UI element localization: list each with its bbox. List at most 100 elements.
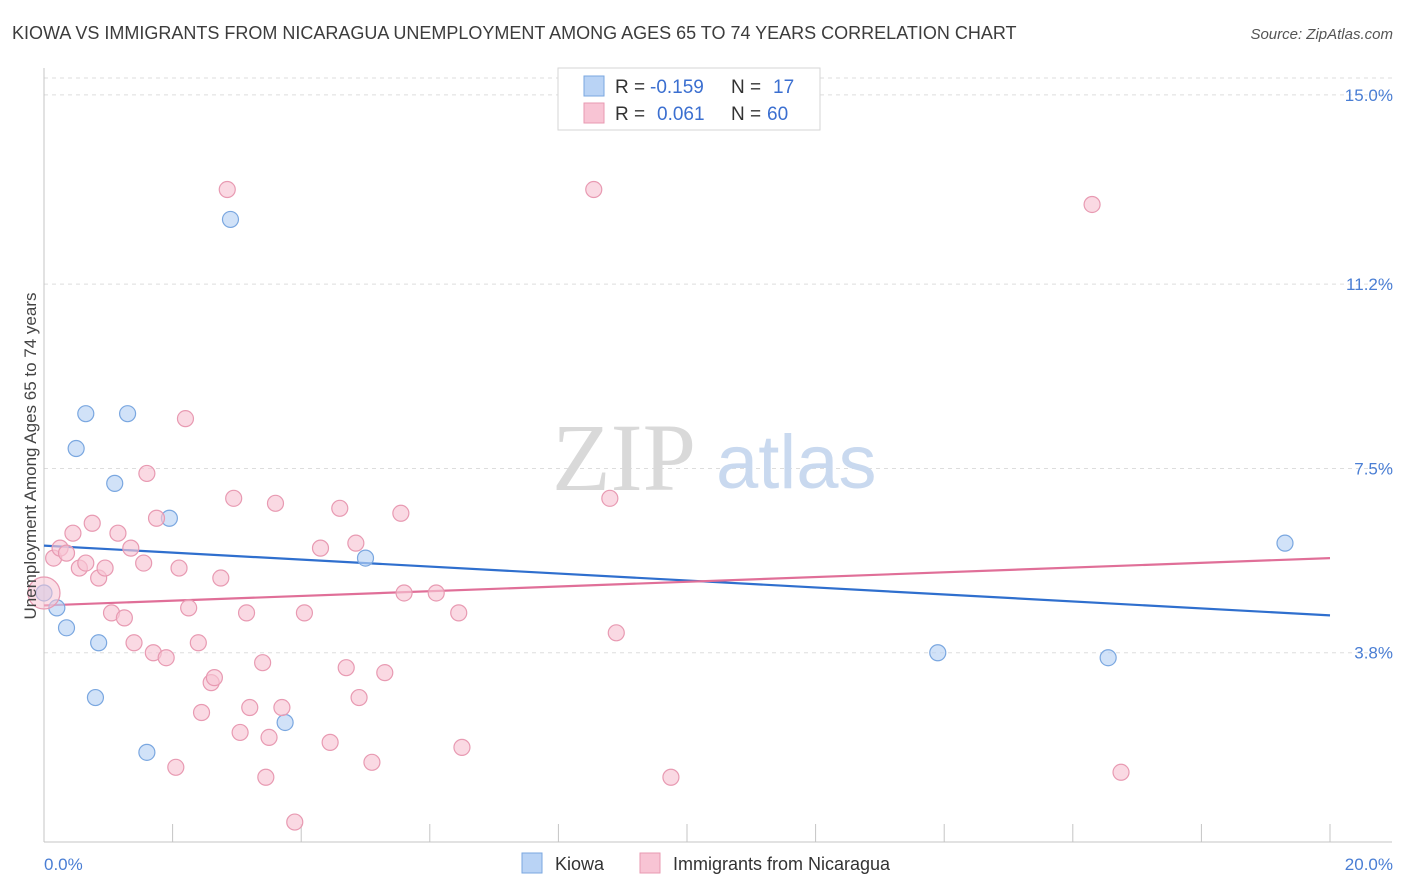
nicaragua-point: [122, 539, 140, 557]
legend-kiowa-swatch: [521, 852, 543, 874]
nicaragua-point: [189, 634, 207, 652]
kiowa-r-value: -0.159: [650, 77, 704, 98]
nicaragua-n-value: 60: [767, 104, 788, 125]
nicaragua-point: [212, 569, 230, 587]
nicaragua-point: [135, 554, 153, 572]
nicaragua-point: [295, 604, 314, 622]
kiowa-n-label: N =: [731, 77, 761, 98]
kiowa-point: [90, 634, 108, 652]
nicaragua-point: [1083, 195, 1101, 214]
kiowa-n-value: 17: [773, 77, 794, 98]
nicaragua-r-label: R =: [615, 104, 645, 125]
nicaragua-point: [83, 514, 101, 532]
kiowa-point: [67, 439, 85, 458]
stats-legend: R = -0.159 N = 17 R = 0.061 N = 60: [557, 67, 821, 131]
nicaragua-point: [254, 654, 272, 672]
kiowa-trend-line: [43, 544, 1331, 617]
nicaragua-point: [585, 180, 603, 199]
y-tick-label: 3.8%: [1354, 644, 1393, 663]
nicaragua-point: [125, 634, 143, 652]
nicaragua-point: [109, 524, 127, 542]
nicaragua-point: [77, 554, 95, 572]
nicaragua-r-value: 0.061: [657, 104, 705, 125]
scatter-points: [27, 180, 1294, 831]
nicaragua-point: [450, 604, 468, 622]
nicaragua-point: [395, 584, 413, 602]
watermark-zip: ZIP: [552, 404, 696, 511]
legend-nicaragua-swatch: [639, 852, 661, 874]
kiowa-point: [276, 713, 294, 732]
nicaragua-point: [147, 509, 166, 527]
nicaragua-point: [286, 813, 304, 831]
kiowa-point: [138, 743, 156, 761]
nicaragua-n-label: N =: [731, 104, 761, 125]
watermark: ZIP atlas: [552, 404, 877, 511]
nicaragua-point: [1112, 763, 1130, 781]
nicaragua-point: [167, 758, 185, 776]
nicaragua-point: [453, 738, 471, 756]
bottom-legend: Kiowa Immigrants from Nicaragua: [521, 852, 891, 874]
watermark-atlas: atlas: [716, 420, 877, 505]
nicaragua-point: [27, 576, 61, 610]
nicaragua-point: [96, 559, 114, 577]
nicaragua-point: [311, 539, 330, 557]
kiowa-point: [77, 405, 95, 423]
kiowa-swatch: [583, 75, 605, 97]
x-tick-label: 20.0%: [1345, 855, 1393, 874]
nicaragua-point: [273, 698, 291, 717]
y-tick-label: 11.2%: [1346, 275, 1393, 294]
nicaragua-point: [157, 649, 175, 667]
nicaragua-point: [260, 728, 278, 747]
nicaragua-point: [337, 659, 355, 677]
kiowa-point: [356, 549, 375, 567]
kiowa-point: [221, 210, 240, 229]
nicaragua-point: [241, 698, 259, 717]
y-tick-label: 7.5%: [1354, 459, 1393, 478]
nicaragua-point: [392, 504, 410, 522]
tick-labels: 3.8% 7.5% 11.2% 15.0% 0.0% 20.0%: [44, 86, 1393, 874]
nicaragua-point: [205, 669, 223, 687]
nicaragua-trend-line: [43, 557, 1331, 607]
trend-lines: [43, 544, 1331, 617]
y-tick-label: 15.0%: [1345, 86, 1393, 105]
nicaragua-point: [363, 753, 381, 771]
kiowa-point: [57, 619, 76, 637]
nicaragua-point: [331, 499, 349, 517]
nicaragua-point: [257, 768, 275, 786]
nicaragua-point: [225, 489, 243, 507]
nicaragua-point: [115, 609, 133, 627]
kiowa-point: [106, 474, 124, 492]
legend-nicaragua-label: Immigrants from Nicaragua: [673, 854, 891, 874]
nicaragua-point: [266, 494, 285, 512]
chart-title: KIOWA VS IMMIGRANTS FROM NICARAGUA UNEMP…: [12, 23, 1017, 43]
nicaragua-point: [607, 624, 625, 642]
nicaragua-point: [321, 733, 339, 751]
x-tick-label: 0.0%: [44, 855, 83, 874]
nicaragua-point: [218, 180, 236, 199]
nicaragua-point: [180, 599, 198, 617]
kiowa-r-label: R =: [615, 77, 645, 98]
nicaragua-point: [231, 723, 249, 742]
nicaragua-point: [64, 524, 82, 542]
nicaragua-point: [57, 544, 76, 562]
nicaragua-point: [662, 768, 680, 786]
axes: [43, 68, 1392, 843]
legend-kiowa-label: Kiowa: [555, 854, 605, 874]
nicaragua-point: [376, 664, 394, 682]
kiowa-point: [118, 405, 137, 423]
kiowa-point: [1099, 649, 1117, 667]
kiowa-point: [86, 688, 105, 707]
nicaragua-point: [176, 410, 195, 428]
nicaragua-point: [347, 534, 365, 552]
nicaragua-point: [427, 584, 445, 602]
nicaragua-point: [192, 703, 211, 722]
nicaragua-point: [170, 559, 188, 577]
y-axis-title: Unemployment Among Ages 65 to 74 years: [21, 293, 40, 620]
nicaragua-point: [237, 604, 256, 622]
nicaragua-point: [601, 489, 619, 507]
kiowa-point: [1276, 534, 1294, 552]
gridlines: [44, 77, 1392, 654]
nicaragua-point: [138, 464, 156, 483]
nicaragua-swatch: [583, 102, 605, 124]
